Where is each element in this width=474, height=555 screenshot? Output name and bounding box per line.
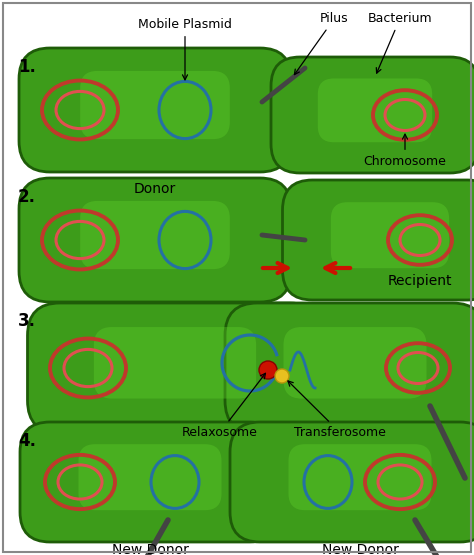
FancyBboxPatch shape — [79, 444, 221, 510]
Text: Bacterium: Bacterium — [368, 12, 432, 73]
FancyBboxPatch shape — [20, 422, 280, 542]
FancyBboxPatch shape — [283, 180, 474, 300]
Text: 4.: 4. — [18, 432, 36, 450]
FancyBboxPatch shape — [225, 303, 474, 433]
Text: Donor: Donor — [134, 182, 176, 196]
FancyBboxPatch shape — [19, 178, 291, 302]
FancyBboxPatch shape — [318, 78, 432, 142]
FancyBboxPatch shape — [80, 71, 230, 139]
FancyBboxPatch shape — [283, 327, 427, 398]
Text: 2.: 2. — [18, 188, 36, 206]
FancyBboxPatch shape — [94, 327, 256, 398]
Text: Recipient: Recipient — [388, 274, 452, 288]
FancyBboxPatch shape — [289, 444, 431, 510]
Text: New Donor: New Donor — [111, 543, 189, 555]
FancyBboxPatch shape — [19, 48, 291, 172]
Text: New Donor: New Donor — [321, 543, 399, 555]
FancyBboxPatch shape — [27, 303, 322, 433]
FancyBboxPatch shape — [271, 57, 474, 173]
Text: Relaxosome: Relaxosome — [182, 374, 265, 439]
Text: Transferosome: Transferosome — [288, 381, 386, 439]
FancyBboxPatch shape — [230, 422, 474, 542]
Circle shape — [259, 361, 277, 379]
Text: Mobile Plasmid: Mobile Plasmid — [138, 18, 232, 80]
Text: Chromosome: Chromosome — [364, 134, 447, 168]
Text: 3.: 3. — [18, 312, 36, 330]
FancyBboxPatch shape — [80, 201, 230, 269]
Text: 1.: 1. — [18, 58, 36, 76]
Circle shape — [275, 369, 289, 383]
Text: Pilus: Pilus — [294, 12, 348, 74]
FancyBboxPatch shape — [331, 202, 449, 268]
